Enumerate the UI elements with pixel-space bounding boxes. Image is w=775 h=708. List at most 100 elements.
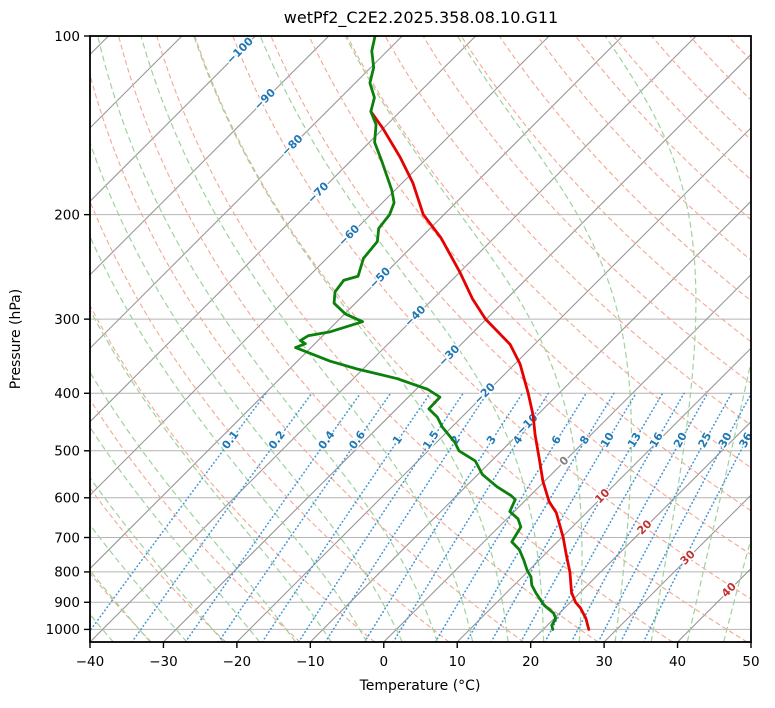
dry-adiabat-line bbox=[118, 36, 599, 642]
isotherm-line bbox=[90, 36, 623, 570]
dry-adiabat-line bbox=[156, 36, 673, 642]
isotherm-line bbox=[163, 53, 751, 642]
isotherm-line bbox=[309, 200, 751, 642]
moist-adiabat-line bbox=[456, 36, 633, 642]
mixing-ratio-label: 13 bbox=[625, 430, 644, 450]
isotherm-line bbox=[90, 36, 550, 496]
y-tick-label: 800 bbox=[54, 565, 80, 581]
dry-adiabat-line bbox=[90, 200, 450, 642]
x-axis-label: Temperature (°C) bbox=[359, 678, 481, 694]
mixing-ratio-line bbox=[131, 392, 313, 642]
isotherm-line bbox=[750, 641, 751, 642]
dry-adiabat-line bbox=[689, 36, 751, 101]
x-axis-ticks: −40 −30 −20 −10 0 10 20 30 40 50 bbox=[76, 642, 760, 670]
dry-adiabat-line bbox=[766, 36, 775, 642]
x-tick-label: 20 bbox=[522, 654, 539, 670]
mixing-ratio-label: 0.6 bbox=[346, 428, 368, 452]
moist-adiabat-line bbox=[344, 36, 583, 642]
profile-curves bbox=[294, 36, 591, 631]
x-tick-label: 30 bbox=[596, 654, 613, 670]
dry-adiabat-line bbox=[536, 36, 751, 261]
mixing-ratio-line bbox=[597, 392, 733, 642]
moist-adiabat-line bbox=[604, 36, 697, 642]
dry-adiabat-lines bbox=[90, 36, 775, 642]
mixing-ratio-line bbox=[217, 392, 392, 642]
y-axis-ticks: 100 200 300 400 500 600 700 800 900 1000 bbox=[46, 29, 90, 638]
axis-ticks: −40 −30 −20 −10 0 10 20 30 40 5010020030040050060… bbox=[46, 29, 760, 670]
mixing-ratio-line bbox=[324, 392, 489, 642]
mixing-ratio-label: 3 bbox=[484, 433, 499, 446]
mixing-ratio-label: 6 bbox=[549, 433, 564, 447]
moist-adiabat-line bbox=[90, 235, 368, 642]
y-tick-label: 1000 bbox=[46, 622, 80, 638]
mixing-ratio-line bbox=[570, 392, 709, 642]
moist-adiabat-line bbox=[97, 36, 438, 642]
mixing-ratio-lines bbox=[90, 392, 751, 642]
moist-adiabat-line bbox=[140, 36, 474, 642]
moist-adiabat-line bbox=[90, 371, 297, 642]
dry-adiabat-line bbox=[90, 72, 524, 642]
y-tick-label: 300 bbox=[54, 312, 80, 328]
mixing-ratio-line bbox=[619, 392, 751, 642]
moist-adiabat-line bbox=[259, 36, 545, 642]
y-tick-label: 600 bbox=[54, 491, 80, 507]
moist-adiabat-lines bbox=[90, 36, 751, 642]
dry-adiabat-line bbox=[498, 36, 751, 302]
isotherm-line bbox=[90, 36, 256, 203]
dry-adiabat-line bbox=[422, 36, 751, 384]
moist-adiabat-line bbox=[90, 476, 224, 642]
dry-adiabat-line bbox=[232, 36, 751, 600]
isotherm-line bbox=[677, 567, 751, 642]
plot-background-lines bbox=[90, 36, 775, 642]
isotherm-line bbox=[90, 36, 330, 276]
isotherm-line bbox=[90, 36, 403, 349]
dry-adiabat-line bbox=[346, 36, 751, 469]
x-tick-label: −40 bbox=[76, 654, 105, 670]
moist-adiabat-line bbox=[90, 426, 261, 642]
mixing-ratio-line bbox=[465, 392, 615, 642]
mixing-ratio-label: 10 bbox=[598, 430, 617, 450]
moist-adiabat-line bbox=[90, 524, 188, 642]
mixing-ratio-line bbox=[90, 392, 267, 633]
x-tick-label: −10 bbox=[296, 654, 325, 670]
mixing-ratio-line bbox=[184, 392, 362, 642]
plot-border bbox=[89, 35, 752, 643]
dry-adiabat-line bbox=[270, 36, 751, 556]
y-tick-label: 400 bbox=[54, 386, 80, 402]
dry-adiabat-line bbox=[90, 487, 227, 642]
moist-adiabat-line bbox=[686, 358, 751, 642]
isotherm-line bbox=[90, 36, 697, 642]
mixing-ratio-label: 20 bbox=[671, 430, 690, 450]
moist-adiabat-line bbox=[193, 36, 509, 642]
mixing-ratio-line bbox=[363, 392, 524, 642]
moist-adiabat-line bbox=[723, 536, 751, 642]
x-tick-label: 0 bbox=[379, 654, 388, 670]
mixing-ratio-label: 1 bbox=[390, 433, 405, 447]
y-tick-label: 100 bbox=[54, 29, 80, 45]
y-axis-label: Pressure (hPa) bbox=[8, 289, 24, 389]
mixing-ratio-label: 0.2 bbox=[266, 428, 288, 451]
isotherm-line bbox=[530, 420, 751, 642]
mixing-ratio-label: 25 bbox=[696, 430, 715, 450]
dry-adiabat-line bbox=[308, 36, 751, 512]
isotherm-line bbox=[383, 274, 751, 642]
temperature-curve bbox=[369, 110, 591, 631]
mixing-ratio-line bbox=[297, 392, 464, 642]
mixing-ratio-label: 0.4 bbox=[316, 428, 338, 452]
x-tick-label: −20 bbox=[223, 654, 252, 670]
x-tick-label: 40 bbox=[669, 654, 686, 670]
mixing-ratio-line bbox=[261, 392, 432, 642]
y-tick-label: 500 bbox=[54, 444, 80, 460]
y-tick-label: 200 bbox=[54, 207, 80, 223]
y-tick-label: 900 bbox=[54, 595, 80, 611]
x-tick-label: 50 bbox=[742, 654, 759, 670]
isotherm-line bbox=[90, 36, 183, 129]
dry-adiabat-line bbox=[90, 398, 301, 642]
dry-adiabat-line bbox=[651, 36, 751, 141]
chart-title: wetPf2_C2E2.2025.358.08.10.G11 bbox=[284, 8, 558, 28]
dry-adiabat-line bbox=[613, 36, 751, 181]
mixing-ratio-line bbox=[544, 392, 685, 642]
